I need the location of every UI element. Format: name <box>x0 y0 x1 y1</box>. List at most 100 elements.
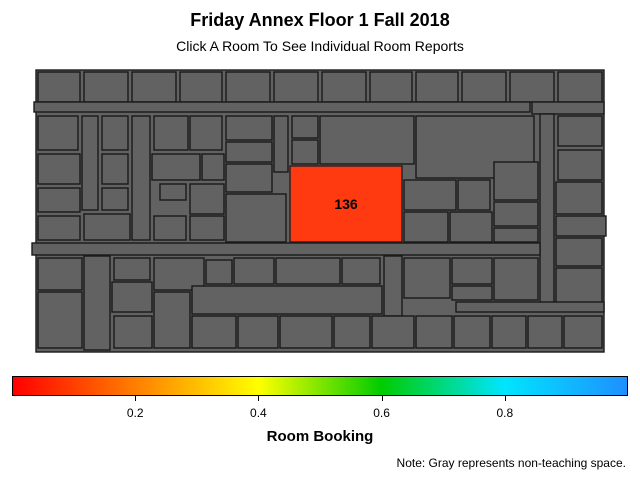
room[interactable] <box>555 267 603 305</box>
room[interactable] <box>453 315 491 349</box>
room[interactable] <box>113 315 153 349</box>
room[interactable] <box>461 71 507 103</box>
colorbar-tick-label: 0.4 <box>250 406 267 420</box>
room[interactable] <box>83 213 131 241</box>
room[interactable] <box>555 237 603 267</box>
room[interactable] <box>37 291 83 349</box>
room[interactable] <box>275 257 341 285</box>
legend-title: Room Booking <box>266 428 374 445</box>
room[interactable] <box>457 179 491 211</box>
colorbar-tick <box>258 396 260 401</box>
room[interactable] <box>557 149 603 181</box>
room[interactable] <box>37 215 81 241</box>
room[interactable] <box>273 115 289 173</box>
room[interactable] <box>491 315 527 349</box>
room[interactable] <box>111 281 153 313</box>
room[interactable] <box>189 115 223 151</box>
room[interactable] <box>153 215 187 241</box>
colorbar-tick <box>135 396 137 401</box>
room-136-label: 136 <box>334 196 358 212</box>
room[interactable] <box>113 257 151 281</box>
room[interactable] <box>151 153 201 181</box>
room[interactable] <box>225 193 287 243</box>
corridor <box>531 101 605 115</box>
room[interactable] <box>509 71 555 103</box>
room[interactable] <box>225 71 271 103</box>
colorbar-tick-label: 0.2 <box>126 406 144 420</box>
room[interactable] <box>415 71 459 103</box>
room[interactable] <box>291 115 319 139</box>
room[interactable] <box>527 315 563 349</box>
colorbar-tick-label: 0.6 <box>373 406 390 420</box>
room[interactable] <box>101 115 129 151</box>
room[interactable] <box>201 153 225 181</box>
room[interactable] <box>415 315 453 349</box>
room[interactable] <box>237 315 279 349</box>
room[interactable] <box>37 187 81 213</box>
corridor <box>455 301 605 313</box>
room[interactable] <box>449 211 493 243</box>
room[interactable] <box>153 257 205 291</box>
room[interactable] <box>131 71 177 103</box>
room[interactable] <box>279 315 333 349</box>
room[interactable] <box>153 115 189 151</box>
room[interactable] <box>557 71 603 103</box>
room[interactable] <box>37 153 81 185</box>
room[interactable] <box>179 71 223 103</box>
colorbar-tick <box>504 396 506 401</box>
room[interactable] <box>333 315 371 349</box>
room[interactable] <box>371 315 415 349</box>
page-subtitle: Click A Room To See Individual Room Repo… <box>176 38 464 54</box>
room[interactable] <box>451 257 493 285</box>
corridor <box>31 242 541 256</box>
room[interactable] <box>189 183 225 215</box>
room[interactable] <box>189 215 225 241</box>
room[interactable] <box>493 257 539 301</box>
room[interactable] <box>153 291 191 349</box>
room[interactable] <box>451 285 493 301</box>
floor-plan-map: 136 <box>31 69 607 353</box>
room[interactable] <box>319 115 415 165</box>
room[interactable] <box>101 153 129 185</box>
room[interactable] <box>493 201 539 227</box>
room[interactable] <box>225 163 273 193</box>
room[interactable] <box>557 115 603 147</box>
non-teaching-note: Note: Gray represents non-teaching space… <box>396 456 626 470</box>
page-title: Friday Annex Floor 1 Fall 2018 <box>190 10 450 30</box>
room[interactable] <box>555 215 607 237</box>
room[interactable] <box>83 71 129 103</box>
room[interactable] <box>37 257 83 291</box>
room[interactable] <box>291 139 319 165</box>
corridor <box>33 101 531 113</box>
room-136[interactable] <box>289 165 403 243</box>
corridor <box>191 285 383 315</box>
room[interactable] <box>341 257 381 285</box>
corridor <box>539 113 555 305</box>
colorbar-tick-label: 0.8 <box>496 406 514 420</box>
corridor <box>81 115 99 211</box>
room[interactable] <box>321 71 367 103</box>
room[interactable] <box>37 71 81 103</box>
room[interactable] <box>191 315 237 349</box>
room[interactable] <box>225 141 273 163</box>
room[interactable] <box>493 227 539 243</box>
room[interactable] <box>403 211 449 243</box>
room[interactable] <box>205 259 233 285</box>
room[interactable] <box>159 183 187 201</box>
room[interactable] <box>233 257 275 285</box>
room[interactable] <box>369 71 413 103</box>
room[interactable] <box>225 115 273 141</box>
room[interactable] <box>555 181 603 215</box>
room[interactable] <box>563 315 603 349</box>
room[interactable] <box>101 187 129 211</box>
room-booking-colorbar <box>12 376 628 396</box>
room[interactable] <box>493 161 539 201</box>
room[interactable] <box>37 115 79 151</box>
corridor <box>131 115 151 241</box>
colorbar-tick <box>381 396 383 401</box>
room[interactable] <box>273 71 319 103</box>
corridor <box>383 255 403 317</box>
room[interactable] <box>403 179 457 211</box>
room[interactable] <box>403 257 451 299</box>
corridor <box>83 255 111 351</box>
